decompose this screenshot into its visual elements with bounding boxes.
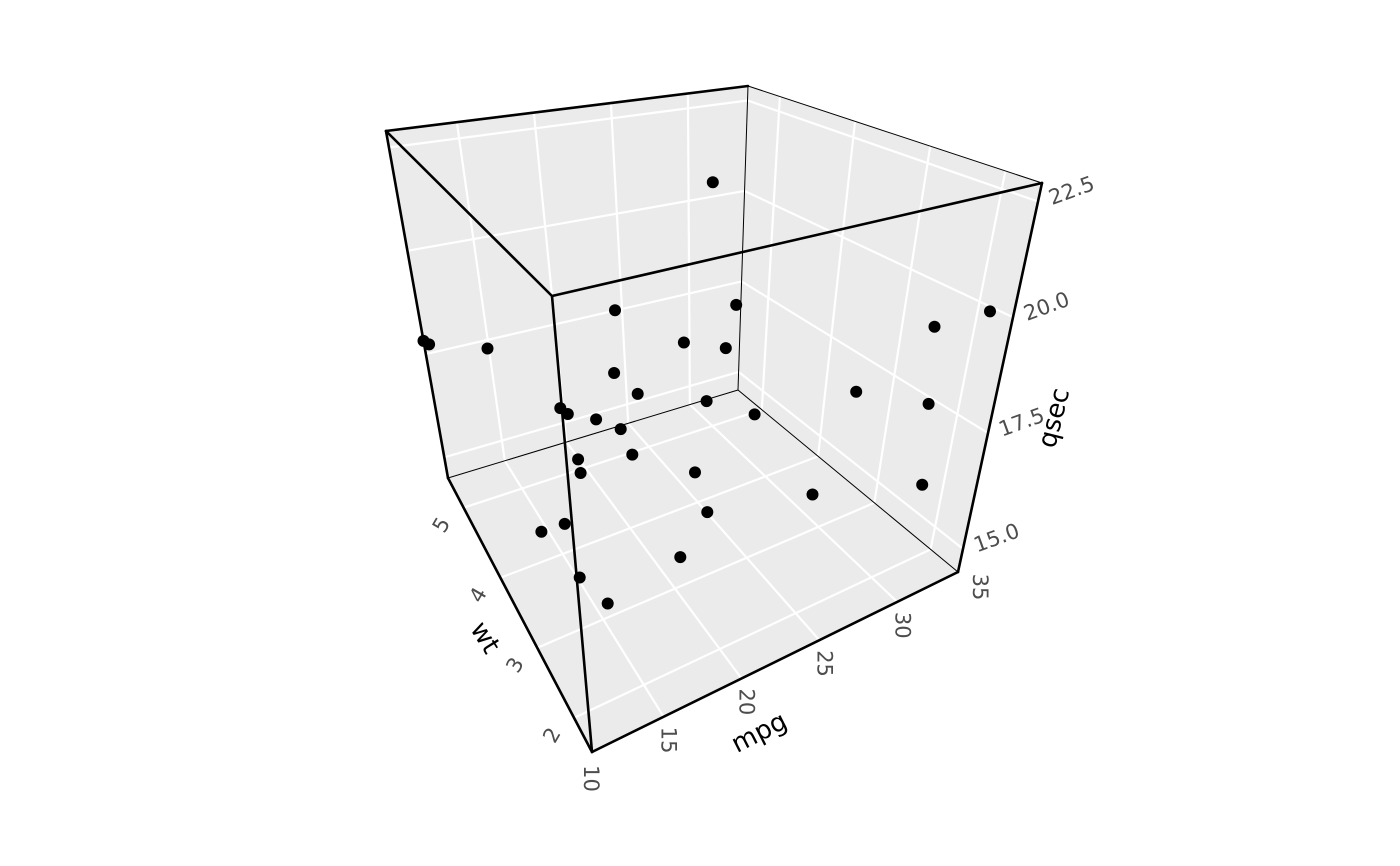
box-edge-back	[737, 85, 749, 391]
data-point	[572, 453, 585, 466]
data-point	[719, 342, 732, 355]
x-tick-label: 25	[812, 650, 836, 677]
floor-panel	[448, 390, 958, 752]
data-point	[608, 367, 621, 379]
data-point	[689, 466, 701, 479]
y-tick-label: 2	[538, 723, 565, 747]
box-edge-back	[447, 389, 739, 479]
data-points	[417, 176, 996, 610]
box-edges-front	[384, 84, 1044, 754]
data-point	[748, 408, 761, 421]
side-wall-panel	[738, 86, 1042, 572]
box-edges-back	[447, 85, 1043, 573]
data-point	[609, 304, 621, 317]
grid-line-wt	[573, 548, 932, 719]
grid-line-qsec	[425, 280, 742, 356]
box-edge-front	[550, 181, 1044, 298]
data-point	[558, 517, 571, 530]
grid-line-qsec	[747, 99, 1039, 203]
data-point	[700, 395, 713, 408]
data-point	[574, 467, 587, 479]
data-point	[916, 478, 929, 491]
x-tick-label: 35	[968, 574, 992, 601]
grid-line-wt	[500, 455, 819, 579]
box-edge-front	[590, 570, 960, 754]
grid-line-qsec	[388, 99, 748, 149]
grid-line-mpg	[627, 422, 821, 641]
grid-line-wt	[817, 121, 857, 457]
back-panels	[386, 86, 1042, 752]
data-point	[535, 525, 548, 538]
box-edge-back	[747, 85, 1043, 184]
data-point	[614, 423, 627, 436]
x-tick-label: 15	[657, 727, 681, 754]
data-point	[590, 413, 603, 426]
x-tick-label: 20	[735, 689, 759, 716]
y-tick-label: 5	[428, 513, 455, 537]
y-tick-label: 4	[464, 583, 491, 607]
data-point	[706, 176, 719, 189]
grid-line-qsec	[744, 189, 1014, 319]
box-edge-front	[384, 129, 450, 480]
data-point	[626, 448, 639, 461]
z-tick-label: 15.0	[971, 519, 1023, 558]
z-tick-label: 20.0	[1021, 287, 1073, 326]
back-wall-panel	[386, 86, 748, 478]
box-edge-front	[956, 181, 1044, 574]
data-point	[601, 597, 614, 610]
box-edge-back	[737, 389, 959, 573]
data-point	[481, 342, 494, 355]
data-point	[850, 385, 863, 398]
grid-line-mpg	[503, 460, 665, 718]
grid-line-mpg	[565, 441, 743, 680]
grid-line-wt	[463, 408, 763, 509]
data-point	[984, 305, 996, 318]
grid-line-wt	[536, 501, 875, 649]
grid-line-mpg	[455, 122, 506, 461]
box-edge-front	[384, 129, 554, 298]
grid-line-qsec	[740, 280, 989, 435]
x-tick-label: 10	[579, 765, 603, 792]
data-point	[701, 506, 714, 519]
grid-line-qsec	[407, 189, 745, 252]
data-point	[806, 488, 819, 501]
y-axis-title: wt	[464, 616, 506, 659]
grid-line-qsec	[444, 370, 739, 459]
box-edge-front	[384, 84, 750, 133]
grid-line-qsec	[737, 371, 964, 550]
x-tick-label: 30	[890, 612, 914, 639]
data-point	[677, 336, 690, 349]
grid-line-wt	[760, 96, 781, 410]
z-axis-title: qsec	[1032, 385, 1076, 451]
grid-line-wt	[929, 170, 1007, 550]
grid-lines	[388, 93, 1039, 719]
y-tick-label: 3	[501, 653, 528, 677]
grid-line-mpg	[609, 102, 630, 424]
data-point	[730, 298, 743, 311]
data-point	[631, 387, 644, 400]
grid-line-mpg	[686, 93, 691, 405]
z-tick-label: 22.5	[1046, 171, 1098, 210]
grid-line-wt	[873, 145, 932, 503]
data-point	[674, 551, 687, 564]
grid-line-mpg	[689, 403, 899, 603]
data-point	[922, 397, 935, 410]
box-edge-front	[550, 294, 594, 754]
box-edge-front	[446, 476, 594, 754]
data-point	[928, 320, 941, 333]
